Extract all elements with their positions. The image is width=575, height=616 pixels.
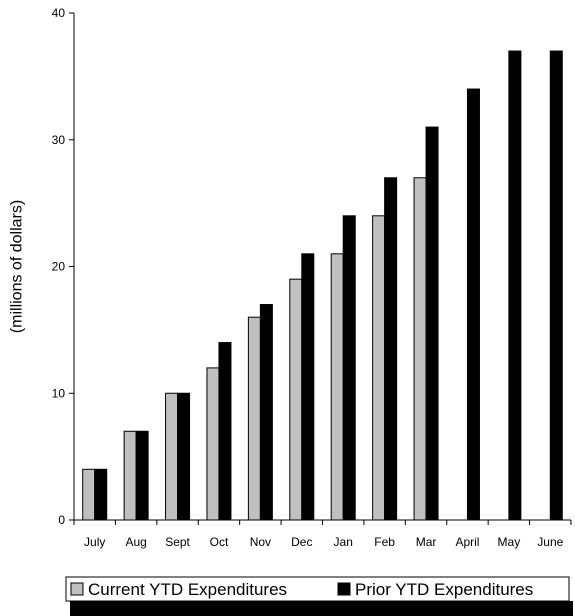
x-tick-label: Dec: [291, 535, 312, 549]
legend-box: [65, 576, 570, 602]
bar-current-nov: [247, 316, 261, 521]
bar-current-dec: [289, 278, 303, 521]
bar-current-mar: [413, 177, 427, 521]
bar-prior-jan: [342, 215, 356, 521]
x-tick-label: Jan: [334, 535, 353, 549]
bar-current-july: [82, 468, 96, 521]
legend-swatch-current: [70, 582, 84, 596]
x-ticks: July Aug Sept Oct Nov Dec Jan Feb Mar April May Jun…: [73, 520, 572, 549]
legend-label-prior: Prior YTD Expenditures: [355, 580, 533, 599]
bar-prior-june: [549, 50, 563, 521]
y-tick-label: 20: [52, 260, 66, 274]
bar-current-jan: [330, 253, 344, 521]
bar-prior-feb: [384, 177, 398, 521]
x-tick-label: Feb: [374, 535, 395, 549]
x-tick-label: Nov: [250, 535, 271, 549]
bar-prior-sept: [177, 392, 191, 521]
y-ticks: 0 10 20 30 40: [52, 6, 74, 527]
bar-current-aug: [123, 430, 137, 521]
bar-prior-nov: [259, 304, 273, 521]
x-tick-label: June: [537, 535, 563, 549]
bar-prior-dec: [301, 253, 315, 521]
y-tick-label: 10: [52, 386, 66, 400]
x-tick-label: April: [455, 535, 479, 549]
x-tick-label: Sept: [165, 535, 190, 549]
y-axis-title: (millions of dollars): [9, 200, 26, 333]
x-tick-label: July: [84, 535, 105, 549]
y-tick-label: 30: [52, 133, 66, 147]
y-tick-label: 0: [58, 513, 65, 527]
bar-prior-oct: [218, 342, 232, 521]
bar-current-sept: [165, 392, 179, 521]
bar-current-feb: [372, 215, 386, 521]
bar-prior-april: [466, 88, 480, 521]
bar-prior-may: [508, 50, 522, 521]
legend: Current YTD Expenditures Prior YTD Expen…: [65, 576, 573, 616]
bar-prior-mar: [425, 126, 439, 521]
x-tick-label: May: [498, 535, 521, 549]
legend-swatch-prior: [337, 582, 351, 596]
bar-current-oct: [206, 367, 220, 521]
x-tick-label: Oct: [210, 535, 229, 549]
bar-prior-july: [94, 468, 108, 521]
x-tick-label: Mar: [416, 535, 437, 549]
y-tick-label: 40: [52, 6, 66, 20]
legend-shadow: [70, 601, 573, 616]
legend-label-current: Current YTD Expenditures: [88, 580, 287, 599]
bar-prior-aug: [135, 430, 149, 521]
x-tick-label: Aug: [125, 535, 146, 549]
bars: [82, 50, 563, 521]
